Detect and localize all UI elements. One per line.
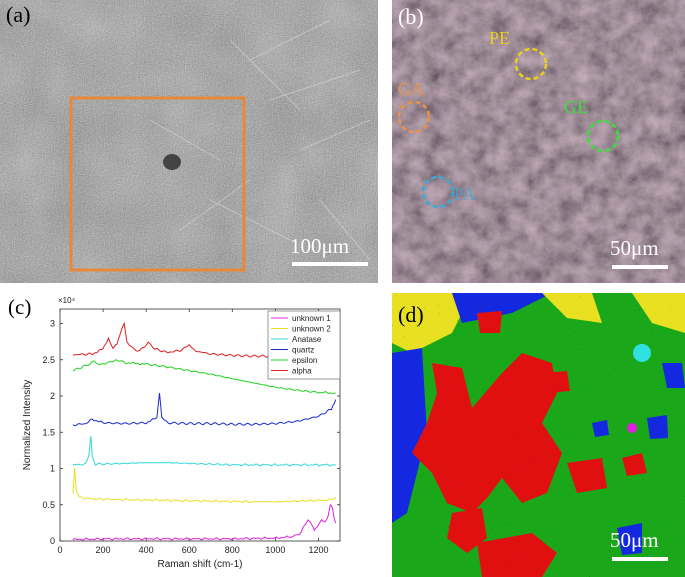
x-tick-label: 1000 [265, 545, 285, 555]
y-tick-label: 0.5 [42, 500, 55, 510]
raman-chart-svg: 0 200 400 600 800 1000 1200 0 0.5 1 1.5 2 2.5 3 ×10⁴ Ra… [22, 296, 341, 570]
x-tick-label: 400 [139, 545, 154, 555]
scale-label-b: 50μm [610, 236, 659, 260]
x-axis-label: Raman shift (cm-1) [157, 559, 242, 570]
panel-b-optical-image: (b) PE GA GE PA 50μm [392, 0, 685, 283]
y-multiplier: ×10⁴ [58, 296, 76, 305]
x-tick-label: 800 [225, 545, 240, 555]
panel-c-raman-chart: 0 200 400 600 800 1000 1200 0 0.5 1 1.5 2 2.5 3 ×10⁴ Ra… [0, 283, 378, 577]
legend-entry: Anatase [292, 335, 322, 344]
y-tick-label: 3 [50, 319, 55, 329]
y-tick-label: 2 [50, 391, 55, 401]
scale-label-a: 100μm [290, 234, 350, 258]
series-line-unknown-2 [72, 467, 336, 504]
x-tick-label: 600 [182, 545, 197, 555]
legend-entry: alpha [292, 367, 312, 376]
panel-label-b: (b) [398, 4, 424, 29]
panel-label-a: (a) [6, 2, 31, 27]
annotation-pe: PE [489, 28, 511, 48]
series-line-epsilon [72, 359, 336, 395]
x-tick-label: 1200 [308, 545, 328, 555]
y-tick-label: 2.5 [42, 355, 55, 365]
scale-bar-a [292, 262, 368, 266]
sem-texture [0, 0, 378, 283]
y-tick-label: 0 [50, 536, 55, 546]
pe-marker [514, 47, 548, 81]
series-line-quartz [72, 393, 337, 427]
scale-bar-d [612, 557, 668, 561]
legend-entry: quartz [292, 346, 314, 355]
optical-texture [392, 0, 685, 283]
scale-bar-b [612, 265, 668, 269]
highlight-box [69, 96, 246, 272]
panel-label-d: (d) [398, 302, 424, 327]
panel-a-sem-image: (a) 100μm [0, 0, 378, 283]
panel-d-phase-map: (d) 50μm [392, 293, 685, 577]
x-tick-label: 0 [57, 545, 62, 555]
annotation-pa: PA [454, 184, 476, 204]
panel-label-c: (c) [8, 295, 32, 319]
y-tick-label: 1.5 [42, 427, 55, 437]
annotation-ga: GA [398, 79, 424, 99]
legend-entry: epsilon [292, 356, 317, 365]
x-tick-label: 200 [96, 545, 111, 555]
pa-marker [421, 175, 455, 209]
legend-entry: unknown 2 [292, 325, 331, 334]
y-tick-label: 1 [50, 464, 55, 474]
ga-marker [397, 100, 431, 134]
legend-entry: unknown 1 [292, 314, 331, 323]
annotation-ge: GE [564, 97, 588, 117]
series-line-unknown-1 [72, 504, 337, 541]
ge-marker [586, 119, 620, 153]
scale-label-d: 50μm [610, 528, 659, 552]
series-line-anatase [72, 436, 336, 467]
y-axis-label: Normalized Intensity [22, 380, 33, 471]
legend-box [267, 310, 341, 380]
phase-map-svg [392, 293, 685, 577]
